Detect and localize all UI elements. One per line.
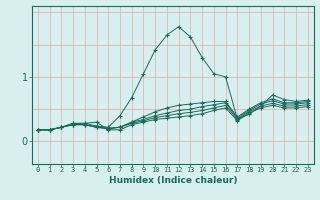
X-axis label: Humidex (Indice chaleur): Humidex (Indice chaleur) — [108, 176, 237, 185]
